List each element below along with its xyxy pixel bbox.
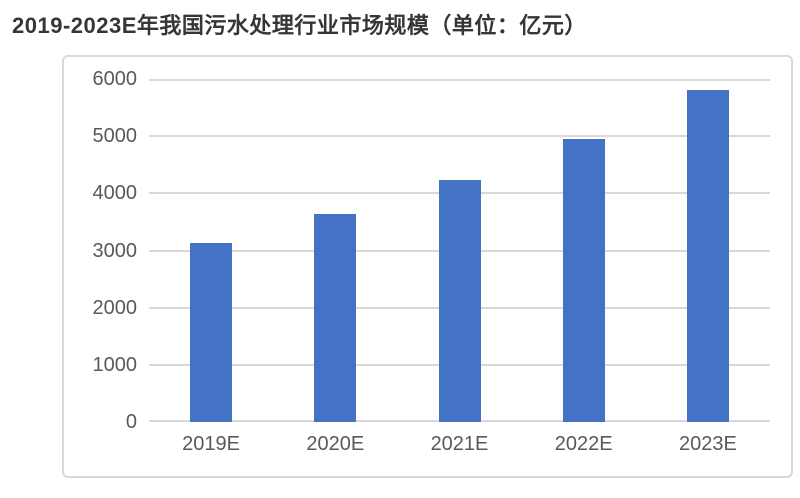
x-tick-label: 2019E — [182, 433, 241, 455]
x-tick-label: 2022E — [554, 433, 613, 455]
bar-2019E — [190, 243, 232, 422]
x-tick-label: 2021E — [430, 433, 489, 455]
x-tick-label: 2020E — [306, 433, 365, 455]
y-tick-label: 5000 — [92, 125, 138, 148]
x-tick-label: 2023E — [678, 433, 737, 455]
gridline-5000 — [149, 135, 770, 138]
bar-2021E — [439, 180, 481, 422]
chart-title: 2019-2023E年我国污水处理行业市场规模（单位：亿元） — [12, 13, 587, 38]
y-tick-label: 0 — [125, 411, 137, 433]
y-tick-label: 1000 — [92, 353, 138, 376]
chart-frame: 0 1000 2000 3000 4000 5000 6000 2019E 2020E 2021E… — [62, 55, 793, 478]
y-tick-label: 3000 — [92, 239, 138, 262]
plot-area — [149, 79, 770, 422]
bar-2023E — [687, 90, 729, 422]
y-tick-label: 6000 — [92, 68, 138, 90]
bar-2022E — [563, 139, 605, 422]
y-tick-label: 2000 — [92, 296, 138, 319]
gridline-6000 — [149, 79, 770, 81]
y-tick-label: 4000 — [92, 182, 138, 205]
bar-2020E — [314, 213, 356, 422]
